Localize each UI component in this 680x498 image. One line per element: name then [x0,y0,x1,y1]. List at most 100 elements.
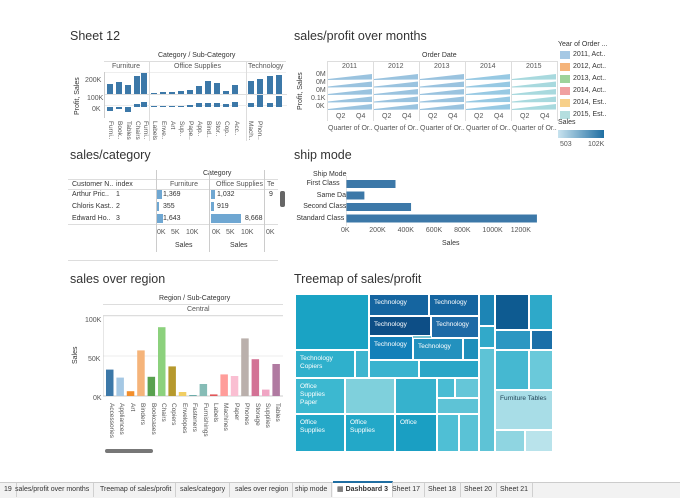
treemap-cell[interactable]: Technology [429,294,479,316]
treemap-cell[interactable]: Office [395,414,437,452]
salescategory-bar [211,202,215,211]
sheet12-bar [257,79,263,94]
salescategory-customer[interactable]: Arthur Pric.. [72,191,109,198]
sheet12-sublabel: Phon.. [256,121,263,140]
treemap-cell[interactable] [437,398,479,414]
legend-item[interactable]: 2015, Est.. [573,111,607,118]
treemap-cell[interactable] [495,330,531,350]
treemap-cell[interactable] [345,378,395,414]
salesprofit-area [420,81,464,88]
treemap-cell[interactable]: Office Supplies Paper [295,378,345,414]
treemap-cell[interactable] [369,360,419,378]
treemap-cell[interactable] [355,350,369,378]
tab-sheet-17[interactable]: Sheet 17 [388,483,426,497]
salesprofit-quarter: Q4 [494,113,504,120]
region-sublabel: Accessories [108,403,115,439]
treemap-cell[interactable]: Technology [413,338,463,360]
salescategory-panel-border [68,260,278,261]
treemap-cell[interactable] [479,326,495,348]
region-bar[interactable] [262,389,270,396]
region-bar[interactable] [220,374,228,396]
legend-item[interactable]: 2014, Act.. [573,87,607,94]
treemap-cell[interactable]: Technology [431,316,479,338]
salescategory-customer[interactable]: Chloris Kast.. [72,203,114,210]
region-bar[interactable] [178,392,187,396]
sheet12-sublabel: Furni.. [107,121,114,140]
region-bar[interactable] [189,395,197,396]
treemap-cell[interactable] [395,378,437,414]
shipmode-bar[interactable] [346,180,396,188]
treemap-label: Technology [374,341,407,348]
treemap-cell[interactable]: Office Supplies [345,414,395,452]
region-scrollbar[interactable] [105,449,153,453]
tab-sales-category[interactable]: sales/category [176,483,231,497]
tab-treemap[interactable]: Treemap of sales/profit [96,483,177,497]
shipmode-bar[interactable] [346,214,537,223]
treemap-cell[interactable]: Furniture Tables [495,390,553,430]
treemap-cell[interactable] [419,360,479,378]
legend-item[interactable]: 2012, Act.. [573,63,607,70]
treemap-cell[interactable] [479,294,495,326]
region-bar[interactable] [106,369,114,396]
treemap-cell[interactable]: Technology [369,294,429,316]
region-bar[interactable] [168,366,176,396]
treemap-cell[interactable] [459,414,479,452]
tab-19[interactable]: 19 [0,483,17,497]
tab-sheet-18[interactable]: Sheet 18 [424,483,462,497]
sheet12-bar [169,92,175,94]
treemap-cell[interactable]: Technology [369,336,413,360]
shipmode-bar[interactable] [346,191,365,200]
legend-item[interactable]: 2011, Act.. [573,51,606,58]
region-bar[interactable] [147,376,156,396]
sheet12-bar [248,81,254,94]
treemap-cell[interactable] [463,338,479,360]
salesprofit-vline [419,61,420,121]
salescategory-customer[interactable]: Edward Ho.. [72,215,111,222]
treemap-cell[interactable] [525,430,553,452]
salesprofit-divider [465,61,511,62]
treemap-cell[interactable] [495,294,529,330]
salescategory-tick: 5K [171,229,180,236]
region-bar[interactable] [241,338,249,396]
region-bar[interactable] [230,376,239,396]
treemap-cell[interactable]: Technology Copiers [295,350,355,378]
tab-sales-profit-over-months[interactable]: sales/profit over months [11,483,95,497]
region-bar[interactable] [251,359,260,396]
region-bar[interactable] [272,364,280,396]
salesprofit-vline [465,61,466,121]
treemap-cell[interactable] [495,350,529,390]
tab-dashboard-3[interactable]: ▦ Dashboard 3 [333,481,393,497]
shipmode-tick: 0K [341,227,350,234]
treemap-cell[interactable] [437,414,459,452]
salescategory-scrollbar[interactable] [280,191,285,207]
legend-item[interactable]: 2014, Est.. [573,99,607,106]
treemap-cell[interactable]: Technology [369,316,431,336]
region-bar[interactable] [126,391,135,396]
treemap-cell[interactable] [529,350,553,390]
treemap-cell[interactable] [495,430,525,452]
tab-sheet-20[interactable]: Sheet 20 [460,483,498,497]
region-bar[interactable] [158,327,166,396]
region-bar[interactable] [116,377,124,396]
treemap-cell[interactable] [529,294,553,330]
sheet12-bar [107,107,113,111]
region-bar[interactable] [137,350,145,396]
tab-ship-mode[interactable]: ship mode [291,483,333,497]
shipmode-bar[interactable] [346,203,412,211]
treemap-cell[interactable] [437,378,455,398]
treemap-cell[interactable] [295,294,369,350]
tab-sales-over-region[interactable]: sales over region [231,483,294,497]
shipmode-label: Same Day [316,191,350,199]
region-bar[interactable] [210,394,218,396]
legend-item[interactable]: 2013, Act.. [573,75,607,82]
sheet12-title: Sheet 12 [70,29,121,43]
treemap-cell[interactable] [455,378,479,398]
treemap-cell[interactable]: Office Supplies [295,414,345,452]
tab-sheet-21[interactable]: Sheet 21 [496,483,534,497]
sheet12-bar [116,107,122,109]
treemap-cell[interactable] [479,348,495,452]
region-bar[interactable] [199,384,208,396]
legend-swatch [560,99,570,107]
treemap-cell[interactable] [531,330,553,350]
salesprofit-quarter: Q4 [356,113,366,120]
